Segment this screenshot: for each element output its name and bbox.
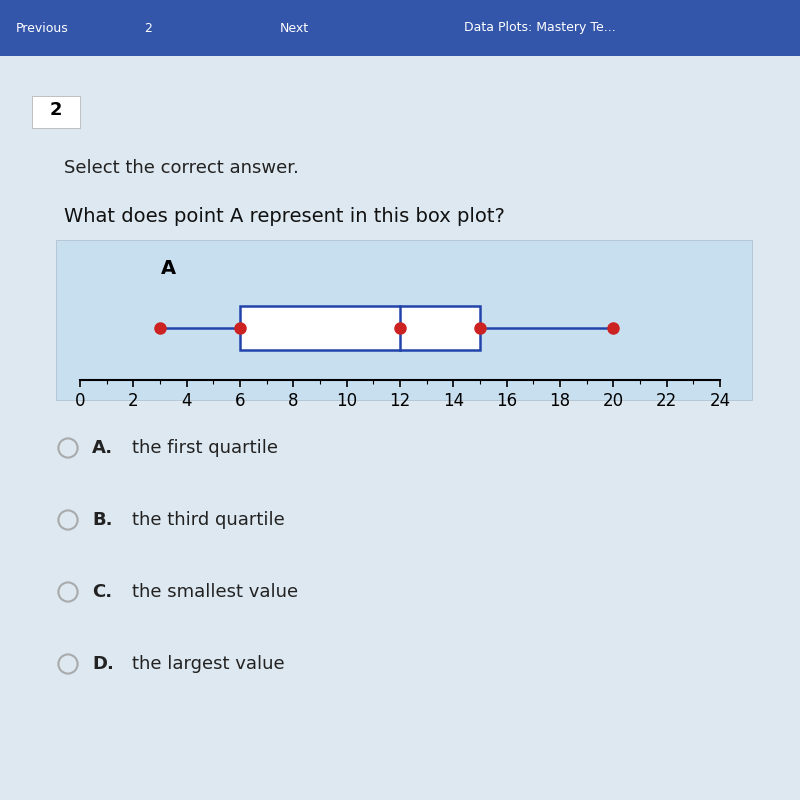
Text: C.: C. xyxy=(92,583,112,601)
Text: the largest value: the largest value xyxy=(132,655,285,673)
Text: the smallest value: the smallest value xyxy=(132,583,298,601)
Bar xyxy=(56,240,752,400)
Text: Select the correct answer.: Select the correct answer. xyxy=(64,159,299,177)
Text: Previous: Previous xyxy=(16,22,69,34)
Text: 2: 2 xyxy=(50,102,62,119)
Text: A: A xyxy=(161,259,175,278)
Text: D.: D. xyxy=(92,655,114,673)
Text: Next: Next xyxy=(280,22,309,34)
Bar xyxy=(0,0,800,56)
Text: the third quartile: the third quartile xyxy=(132,511,285,529)
Text: B.: B. xyxy=(92,511,113,529)
Text: the first quartile: the first quartile xyxy=(132,439,278,457)
FancyBboxPatch shape xyxy=(240,306,480,350)
Text: Data Plots: Mastery Te...: Data Plots: Mastery Te... xyxy=(464,22,616,34)
Text: What does point A represent in this box plot?: What does point A represent in this box … xyxy=(64,206,505,226)
Bar xyxy=(32,96,80,128)
Text: 2: 2 xyxy=(144,22,152,34)
Text: A.: A. xyxy=(92,439,113,457)
